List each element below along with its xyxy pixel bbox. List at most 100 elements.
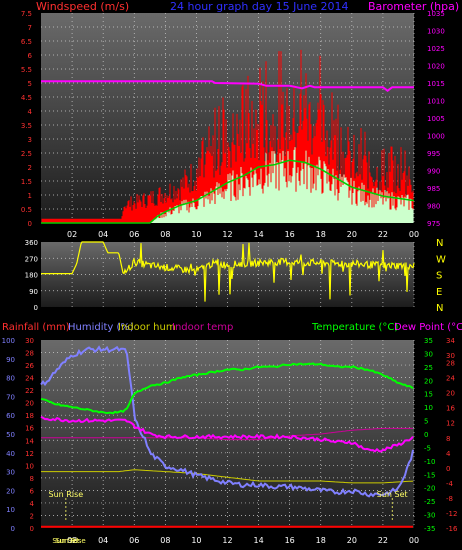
indoor-temp-tick-label: 0 bbox=[446, 465, 450, 473]
temperature-tick-label: -10 bbox=[424, 458, 435, 466]
x-tick-label: 12 bbox=[222, 230, 232, 239]
indoor-temp-tick-label: -8 bbox=[446, 495, 453, 503]
humidity-label: Humidity (%) bbox=[68, 322, 134, 333]
direction-tick-label: 180 bbox=[25, 272, 38, 280]
indoor-temp-tick-label: -16 bbox=[446, 525, 458, 533]
humidity-tick-label: 90 bbox=[6, 356, 15, 364]
x-tick-label: 08 bbox=[160, 536, 170, 545]
rain-tick-label: 10 bbox=[25, 462, 34, 470]
indoor-temp-tick-label: 24 bbox=[446, 375, 455, 383]
compass-label: W bbox=[436, 254, 446, 265]
humidity-tick-label: 80 bbox=[6, 375, 15, 383]
indoor-temp-tick-label: 34 bbox=[446, 337, 455, 345]
x-tick-label: 00 bbox=[409, 536, 419, 545]
temperature-tick-label: -35 bbox=[424, 525, 435, 533]
axis-labels: 0 0.5 1 1.5 2 2.5 3 3.5 4 4.5 5 5.5 6 6.5 7 7.5 975 980 98… bbox=[2, 10, 458, 545]
temperature-tick-label: 10 bbox=[424, 404, 433, 412]
windspeed-tick-label: 2 bbox=[28, 164, 32, 172]
humidity-tick-label: 30 bbox=[6, 469, 15, 477]
dewpoint-label: Dew Point (°C) bbox=[394, 322, 462, 333]
windspeed-title: Windspeed (m/s) bbox=[36, 0, 129, 13]
compass-label: N bbox=[436, 238, 443, 249]
compass-label: S bbox=[436, 271, 442, 282]
barometer-tick-label: 1020 bbox=[427, 63, 445, 71]
temperature-tick-label: 35 bbox=[424, 337, 433, 345]
indoor-temp-tick-label: 28 bbox=[446, 360, 455, 368]
direction-tick-label: 90 bbox=[29, 288, 38, 296]
average-windspeed-line bbox=[41, 159, 415, 224]
x-tick-label: 10 bbox=[191, 536, 201, 545]
barometer-tick-label: 1010 bbox=[427, 98, 445, 106]
windspeed-tick-label: 6.5 bbox=[21, 38, 32, 46]
humidity-tick-label: 50 bbox=[6, 431, 15, 439]
wind-direction-line bbox=[41, 241, 415, 302]
x-tick-label: 10 bbox=[191, 230, 201, 239]
direction-tick-label: 0 bbox=[34, 304, 38, 312]
indoor-temp-tick-label: -12 bbox=[446, 510, 457, 518]
sunset-axis-label: Sun Set bbox=[52, 537, 79, 545]
graph-date-title: 24 hour graph day 15 June 2014 bbox=[170, 0, 349, 13]
temperature-label: Temperature (°C) bbox=[311, 322, 398, 333]
barometer-tick-label: 990 bbox=[427, 168, 440, 176]
windspeed-tick-label: 4 bbox=[28, 108, 33, 116]
barometer-tick-label: 1035 bbox=[427, 10, 445, 18]
rainfall-label: Rainfall (mm) bbox=[2, 322, 70, 333]
temperature-tick-label: 25 bbox=[424, 364, 433, 372]
temperature-tick-label: -30 bbox=[424, 512, 435, 520]
temperature-tick-label: -5 bbox=[424, 444, 431, 452]
compass-label: E bbox=[436, 287, 442, 298]
direction-tick-label: 360 bbox=[25, 239, 38, 247]
x-tick-label: 02 bbox=[67, 536, 77, 545]
temperature-line bbox=[40, 362, 414, 415]
windspeed-tick-label: 3 bbox=[28, 136, 32, 144]
sunrise-axis-label: Sun Rise bbox=[55, 537, 85, 545]
x-tick-label: 20 bbox=[347, 230, 357, 239]
barometer-tick-label: 980 bbox=[427, 203, 440, 211]
temperature-tick-label: -25 bbox=[424, 498, 435, 506]
x-tick-label: 14 bbox=[253, 230, 263, 239]
windspeed-tick-label: 6 bbox=[28, 52, 33, 60]
indoor-humidity-line bbox=[41, 469, 414, 484]
indoor-temp-tick-label: 8 bbox=[446, 435, 450, 443]
humidity-tick-label: 20 bbox=[6, 487, 15, 495]
windspeed-tick-label: 7 bbox=[28, 24, 32, 32]
temperature-tick-label: 15 bbox=[424, 391, 433, 399]
temperature-tick-label: -20 bbox=[424, 485, 435, 493]
sunset-label: Sun Set bbox=[377, 490, 408, 499]
rain-tick-label: 8 bbox=[30, 475, 34, 483]
x-tick-label: 16 bbox=[285, 230, 295, 239]
windspeed-tick-label: 0.5 bbox=[21, 206, 32, 214]
rain-tick-label: 24 bbox=[25, 375, 34, 383]
humidity-tick-label: 40 bbox=[6, 450, 15, 458]
windspeed-tick-label: 7.5 bbox=[21, 10, 32, 18]
windspeed-tick-label: 2.5 bbox=[21, 150, 32, 158]
windspeed-tick-label: 5.5 bbox=[21, 66, 32, 74]
x-tick-label: 12 bbox=[222, 536, 232, 545]
barometer-line bbox=[41, 80, 414, 92]
temperature-tick-label: 5 bbox=[424, 418, 428, 426]
wind-series bbox=[41, 49, 415, 224]
x-tick-label: 06 bbox=[129, 230, 139, 239]
rain-tick-label: 22 bbox=[25, 387, 34, 395]
barometer-title: Barometer (hpa) bbox=[368, 0, 459, 13]
rain-tick-label: 6 bbox=[30, 487, 35, 495]
indoor-temp-tick-label: 20 bbox=[446, 390, 455, 398]
windspeed-tick-label: 3.5 bbox=[21, 122, 32, 130]
x-tick-label: 04 bbox=[98, 536, 108, 545]
rain-tick-label: 30 bbox=[25, 337, 34, 345]
grid-lines bbox=[41, 13, 415, 528]
humidity-tick-label: 10 bbox=[6, 506, 15, 514]
rain-tick-label: 18 bbox=[25, 412, 34, 420]
barometer-tick-label: 985 bbox=[427, 185, 440, 193]
direction-tick-label: 270 bbox=[25, 255, 38, 263]
windspeed-tick-label: 4.5 bbox=[21, 94, 32, 102]
x-tick-label: 20 bbox=[347, 536, 357, 545]
x-tick-label: 16 bbox=[285, 536, 295, 545]
barometer-tick-label: 995 bbox=[427, 150, 440, 158]
temperature-series bbox=[40, 345, 414, 528]
temperature-tick-label: 30 bbox=[424, 350, 433, 358]
x-tick-label: 18 bbox=[316, 230, 326, 239]
barometer-tick-label: 1025 bbox=[427, 45, 445, 53]
rain-tick-label: 2 bbox=[30, 512, 34, 520]
